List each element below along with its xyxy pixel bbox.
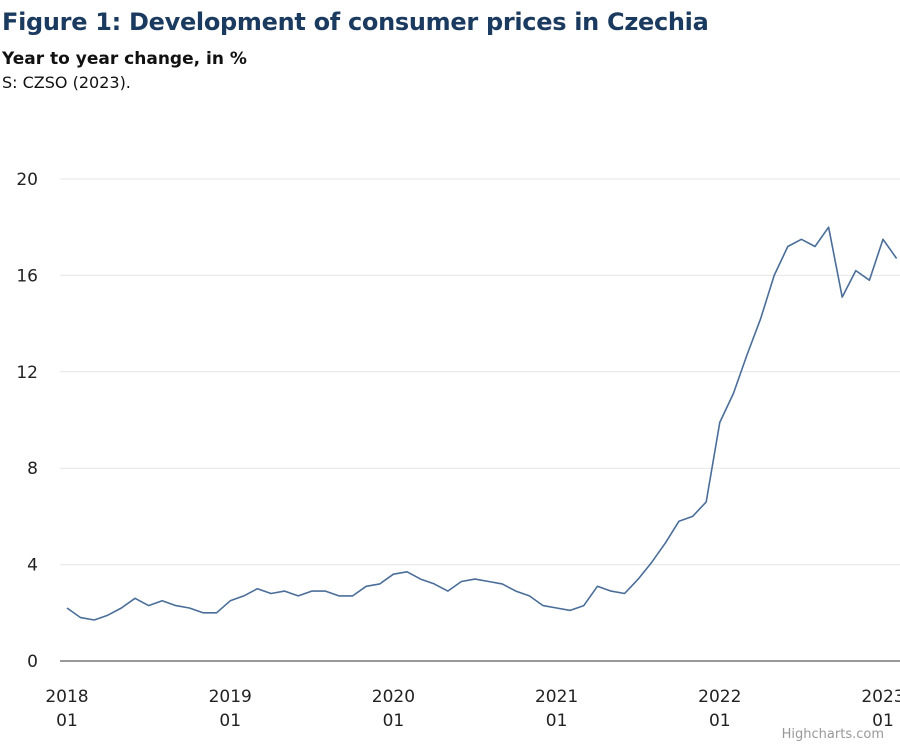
y-tick-label: 12 — [16, 363, 38, 383]
chart-title: Figure 1: Development of consumer prices… — [2, 8, 709, 36]
x-tick-label: 2021 01 — [535, 687, 578, 731]
y-tick-label: 0 — [27, 652, 38, 672]
y-tick-label: 16 — [16, 266, 38, 286]
x-tick-label: 2018 01 — [45, 687, 88, 731]
cpi-series-line — [66, 226, 898, 621]
x-tick-label: 2020 01 — [372, 687, 415, 731]
highcharts-credits-link[interactable]: Highcharts.com — [781, 727, 884, 742]
y-tick-label: 4 — [27, 556, 38, 576]
chart-subtitle: Year to year change, in % — [2, 49, 247, 69]
y-tick-label: 20 — [16, 170, 38, 190]
x-tick-label: 2019 01 — [209, 687, 252, 731]
y-tick-label: 8 — [27, 459, 38, 479]
x-tick-label: 2022 01 — [698, 687, 741, 731]
chart-source: S: CZSO (2023). — [2, 73, 131, 92]
x-tick-label: 2023 01 — [861, 687, 900, 731]
